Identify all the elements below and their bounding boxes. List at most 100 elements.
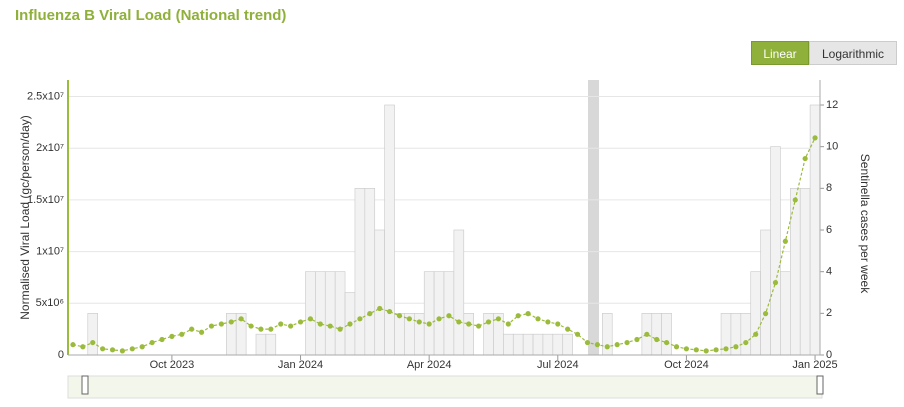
case-bar xyxy=(423,271,435,356)
data-point xyxy=(535,316,541,322)
case-bar xyxy=(305,271,316,356)
data-point xyxy=(288,323,294,329)
data-point xyxy=(70,342,76,348)
data-point xyxy=(159,336,165,343)
data-point xyxy=(446,313,452,319)
x-tick-label: Oct 2023 xyxy=(150,359,195,371)
data-point xyxy=(396,313,403,319)
data-point xyxy=(614,342,620,348)
data-point xyxy=(525,311,531,317)
case-bar xyxy=(760,229,771,356)
data-point xyxy=(802,155,808,162)
navigator[interactable] xyxy=(67,375,823,399)
data-point xyxy=(673,344,680,350)
data-point xyxy=(772,280,779,286)
case-bar xyxy=(532,333,544,356)
data-point xyxy=(753,331,759,337)
data-point xyxy=(367,311,373,317)
data-point xyxy=(189,326,195,332)
data-point xyxy=(762,311,769,317)
case-bar xyxy=(315,271,326,356)
case-bar xyxy=(324,271,336,356)
data-point xyxy=(357,316,363,322)
y2-tick-label: 0 xyxy=(826,349,832,361)
data-point xyxy=(743,339,749,346)
linear-button[interactable]: Linear xyxy=(751,41,809,65)
y2-tick-label: 2 xyxy=(826,307,832,319)
y2-tick-label: 12 xyxy=(826,99,838,111)
y-tick-label: 2.5x10⁷ xyxy=(27,90,64,102)
data-point xyxy=(208,323,215,329)
x-tick-label: Apr 2024 xyxy=(407,359,452,371)
data-point xyxy=(228,319,234,325)
case-bar xyxy=(512,333,524,356)
case-bar xyxy=(809,104,821,356)
data-point xyxy=(109,347,116,353)
data-point xyxy=(574,331,581,337)
y-tick-label: 5x10⁶ xyxy=(36,297,64,309)
case-bar xyxy=(87,313,98,356)
data-point xyxy=(683,346,690,352)
data-point xyxy=(782,238,788,244)
data-point xyxy=(347,321,353,327)
data-point xyxy=(456,319,462,325)
data-point xyxy=(703,348,709,354)
data-point xyxy=(248,323,254,329)
data-point xyxy=(733,344,739,350)
data-point xyxy=(485,319,492,325)
data-point xyxy=(169,333,175,339)
y2-tick-label: 6 xyxy=(826,224,832,236)
x-tick-label: Jan 2024 xyxy=(278,359,323,371)
y-tick-label: 1.5x10⁷ xyxy=(27,194,64,206)
data-point xyxy=(149,339,155,346)
case-bar xyxy=(562,333,573,356)
data-point xyxy=(406,316,412,322)
case-bar xyxy=(374,229,385,356)
data-point xyxy=(258,326,264,332)
navigator-handle[interactable] xyxy=(816,375,824,395)
data-point xyxy=(268,326,274,332)
y-tick-label: 1x10⁷ xyxy=(36,246,64,258)
data-point xyxy=(466,321,472,327)
y-tick-label: 0 xyxy=(58,349,64,361)
data-point xyxy=(179,331,185,337)
data-point xyxy=(90,339,96,346)
case-bar xyxy=(740,313,752,356)
case-bar xyxy=(503,333,514,356)
data-point xyxy=(317,321,323,327)
y2-axis-title: Sentinella cases per week xyxy=(858,154,872,294)
data-point xyxy=(664,339,670,346)
y2-tick-label: 10 xyxy=(826,141,838,153)
case-bar xyxy=(433,271,445,356)
y2-tick-label: 8 xyxy=(826,182,832,194)
case-bar xyxy=(799,188,811,356)
y-axis-title: Normalised Viral Load (gc/person/day) xyxy=(18,115,32,320)
case-bar xyxy=(265,333,277,356)
data-point xyxy=(792,197,798,203)
data-point xyxy=(139,344,145,350)
log-button[interactable]: Logarithmic xyxy=(809,41,897,65)
data-point xyxy=(515,313,521,319)
data-point xyxy=(119,348,126,354)
data-point xyxy=(377,305,383,312)
case-bar xyxy=(552,333,564,356)
data-point xyxy=(80,344,86,350)
case-bar xyxy=(542,333,554,356)
data-point xyxy=(565,326,571,332)
data-point xyxy=(713,347,719,353)
chart-title: Influenza B Viral Load (National trend) xyxy=(15,7,287,24)
case-bar xyxy=(384,104,395,356)
data-point xyxy=(634,336,640,343)
case-bar xyxy=(780,271,791,356)
data-point xyxy=(812,135,818,141)
data-point xyxy=(278,321,284,327)
selection-band xyxy=(588,80,599,355)
data-point xyxy=(100,346,106,352)
data-point xyxy=(495,316,502,322)
data-point xyxy=(693,347,699,353)
case-bar xyxy=(364,188,376,356)
data-point xyxy=(476,323,482,329)
data-point xyxy=(337,326,343,332)
navigator-handle[interactable] xyxy=(81,375,89,395)
case-bar xyxy=(354,188,366,356)
